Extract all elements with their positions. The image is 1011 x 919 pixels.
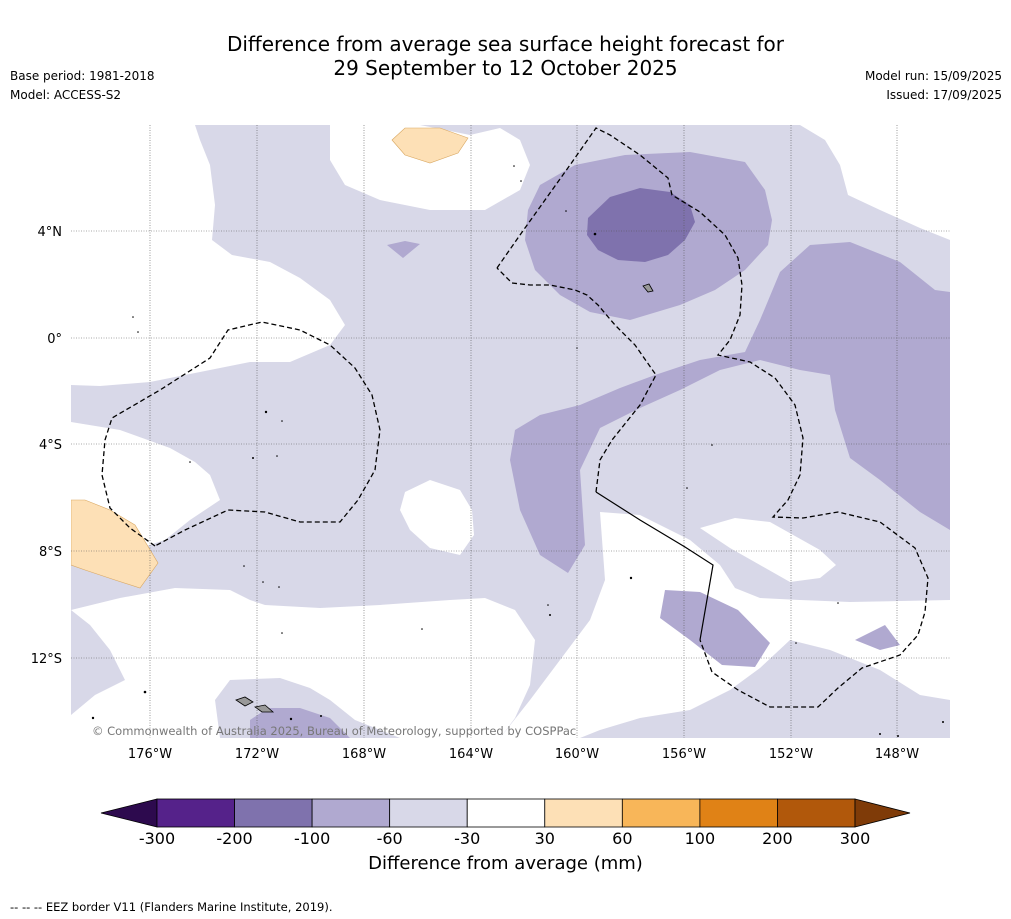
lon-label: 160°W <box>555 747 599 762</box>
lon-label: 172°W <box>235 747 279 762</box>
colorbar-tick-label: 60 <box>612 829 632 848</box>
eez-border <box>101 321 381 547</box>
eez-border-solid <box>595 491 714 641</box>
field-neg-200-100 <box>587 188 695 262</box>
neutral-region <box>71 588 535 738</box>
field-neg-100-60 <box>660 590 770 667</box>
colorbar-tick-label: -200 <box>216 829 252 848</box>
island <box>254 704 275 713</box>
axis-labels: 4°N 0° 4°S 8°S 12°S 176°W 172°W 168°W 16… <box>31 225 920 762</box>
lat-label: 4°N <box>38 225 63 240</box>
neutral-region <box>71 125 345 386</box>
colorbar-tick-label: 30 <box>535 829 555 848</box>
atolls <box>91 165 944 737</box>
colorbar-segment <box>544 798 623 828</box>
lat-label: 0° <box>47 332 62 347</box>
eez-footnote: -- -- -- EEZ border V11 (Flanders Marine… <box>10 900 333 914</box>
colorbar-under-triangle <box>100 798 158 828</box>
anomaly-field <box>71 125 950 738</box>
colorbar-tick-label: 100 <box>685 829 716 848</box>
base-period-label: Base period: 1981-2018 <box>10 69 155 83</box>
colorbar-segment <box>156 798 235 828</box>
model-label: Model: ACCESS-S2 <box>10 88 122 102</box>
colorbar-tick-label: 300 <box>840 829 871 848</box>
neutral-region <box>330 125 530 210</box>
eez-borders <box>101 127 929 708</box>
field-neg-100-60 <box>855 625 900 650</box>
neutral-region <box>400 480 474 555</box>
colorbar-tick-label: -30 <box>454 829 480 848</box>
chart-title-line-2: 29 September to 12 October 2025 <box>333 56 678 80</box>
field-neg-100-60 <box>510 242 950 573</box>
lon-label: 156°W <box>662 747 706 762</box>
island <box>235 696 254 707</box>
colorbar-segment <box>621 798 701 828</box>
neutral-region <box>700 518 836 582</box>
chart-title-line-1: Difference from average sea surface heig… <box>226 32 785 56</box>
model-run-label: Model run: 15/09/2025 <box>864 69 1002 83</box>
field-neg-100-60 <box>250 708 350 738</box>
colorbar-segment <box>777 798 856 828</box>
lon-label: 164°W <box>449 747 493 762</box>
island <box>642 283 654 293</box>
colorbar: -300 -200 -100 -60 -30 30 60 100 200 300 <box>100 798 911 848</box>
colorbar-label: Difference from average (mm) <box>368 853 643 874</box>
colorbar-segment <box>311 798 391 828</box>
field-neg-100-60 <box>387 241 420 258</box>
colorbar-tick-label: -300 <box>139 829 175 848</box>
lon-label: 152°W <box>769 747 813 762</box>
field-pos-30-60 <box>391 127 469 164</box>
lat-label: 8°S <box>39 545 62 560</box>
colorbar-segment <box>234 798 313 828</box>
colorbar-tick-label: -100 <box>294 829 330 848</box>
colorbar-segment <box>699 798 778 828</box>
copyright-notice: © Commonwealth of Australia 2025, Bureau… <box>92 724 576 738</box>
colorbar-tick-label: -60 <box>377 829 403 848</box>
lat-label: 12°S <box>31 652 62 667</box>
gridlines <box>71 125 950 738</box>
lon-label: 168°W <box>342 747 386 762</box>
colorbar-tick-label: 200 <box>762 829 793 848</box>
eez-border <box>496 267 657 493</box>
neutral-region <box>710 125 950 240</box>
lon-label: 148°W <box>875 747 919 762</box>
field-pos-30-60 <box>71 499 159 589</box>
issued-label: Issued: 17/09/2025 <box>886 88 1002 102</box>
lat-label: 4°S <box>39 438 62 453</box>
colorbar-over-triangle <box>854 798 911 828</box>
eez-border <box>496 127 929 708</box>
colorbar-segment <box>389 798 468 828</box>
lon-label: 176°W <box>128 747 172 762</box>
colorbar-segment <box>466 798 546 828</box>
